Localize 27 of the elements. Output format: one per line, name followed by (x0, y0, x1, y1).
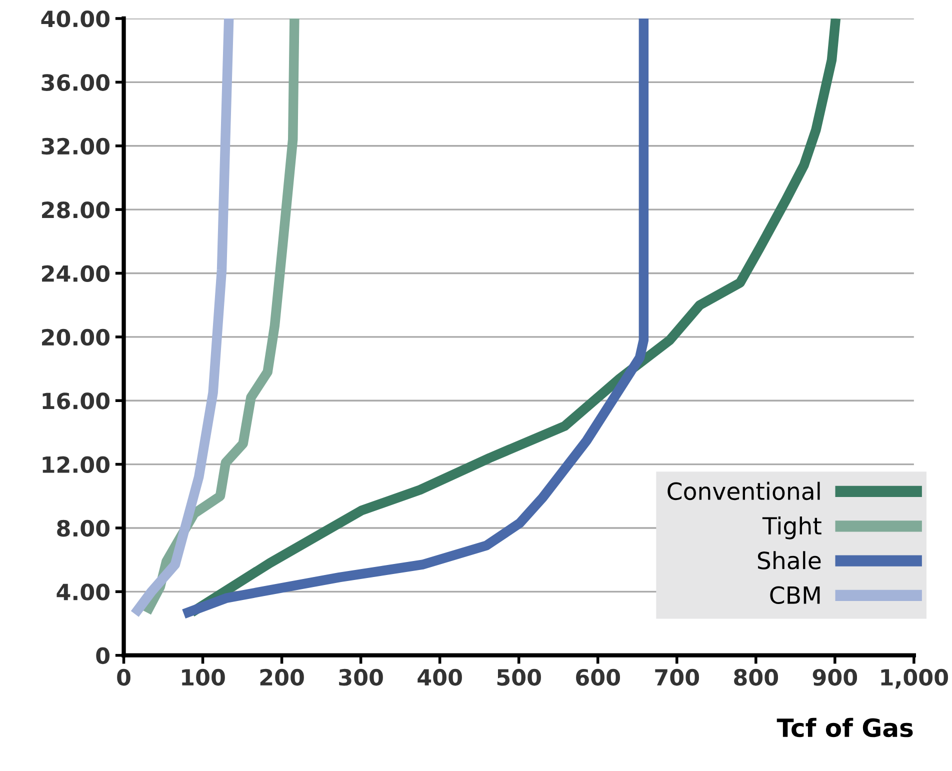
x-tick-label: 500 (497, 668, 541, 686)
legend-label: Conventional (668, 482, 820, 500)
x-tick-label: 900 (812, 668, 858, 686)
x-tick-label: 800 (734, 668, 778, 686)
x-tick-label: 1,000 (881, 668, 948, 689)
y-tick-label: 20.00 (42, 328, 110, 346)
y-tick-label: 4.00 (56, 584, 110, 600)
y-tick-label: 40.00 (41, 10, 110, 28)
x-tick-label: 0 (117, 668, 130, 686)
x-tick-label: 100 (182, 668, 225, 686)
legend-label: CBM (770, 586, 820, 604)
y-tick-label: 8.00 (57, 520, 110, 537)
legend-label: Shale (758, 551, 821, 570)
legend-label: Tight (762, 516, 822, 540)
x-tick-label: 600 (576, 668, 620, 686)
y-tick-label: 32.00 (42, 138, 110, 155)
y-tick-label: 36.00 (42, 74, 110, 91)
x-tick-label: 400 (418, 668, 462, 686)
x-axis-title: Tcf of Gas (776, 718, 913, 738)
y-tick-label: 28.00 (42, 202, 110, 218)
y-tick-label: 24.00 (42, 265, 110, 282)
x-tick-label: 200 (260, 668, 304, 686)
y-tick-label: 0 (96, 647, 110, 664)
x-tick-label: 300 (339, 668, 383, 686)
x-tick-label: 700 (655, 668, 700, 686)
y-tick-label: 12.00 (42, 456, 110, 474)
y-tick-label: 16.00 (42, 392, 110, 410)
